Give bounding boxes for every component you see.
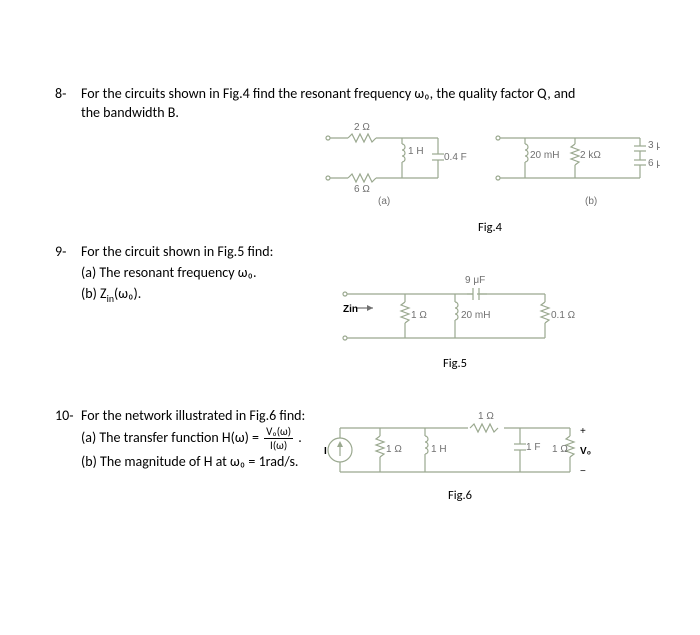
fig6-L: 1 H bbox=[431, 444, 447, 455]
problem-8: 8- For the circuits shown in Fig.4 find … bbox=[55, 85, 645, 123]
circuit-6-svg: I 1 Ω 1 Ω 1 H 1 F 1 Ω bbox=[320, 408, 600, 488]
fig4-caption: Fig.4 bbox=[320, 220, 660, 235]
problem-8-number: 8- bbox=[55, 85, 81, 102]
figure-4: 2 Ω 6 Ω 1 H 0.4 F (a) bbox=[320, 120, 660, 235]
fig4b-C1: 3 μF bbox=[648, 140, 660, 151]
frac-den: I(ω) bbox=[268, 439, 289, 451]
fig6-R2: 1 Ω bbox=[552, 444, 568, 455]
p10-a-post: . bbox=[298, 429, 302, 446]
fig4b-label: (b) bbox=[585, 196, 597, 207]
fig4a-C: 0.4 F bbox=[444, 152, 467, 163]
frac-num: V₀(ω) bbox=[264, 426, 293, 439]
fig6-minus: − bbox=[580, 466, 586, 477]
fig6-Rtop: 1 Ω bbox=[478, 411, 494, 422]
fig5-C: 9 μF bbox=[465, 275, 485, 286]
p9-b-post: (ω₀). bbox=[114, 285, 141, 302]
fig4b-R: 2 kΩ bbox=[580, 150, 601, 161]
p9-b-sub: in bbox=[107, 293, 114, 305]
circuit-5-svg: Zin 9 μF 1 Ω 20 mH 0.1 Ω bbox=[335, 268, 575, 356]
p9-b-pre: (b) Z bbox=[81, 285, 107, 302]
fig5-L: 20 mH bbox=[461, 310, 490, 321]
fig4a-label: (a) bbox=[378, 196, 390, 207]
problem-9-number: 9- bbox=[55, 243, 81, 260]
fig5-caption: Fig.5 bbox=[335, 356, 575, 371]
fig5-zin: Zin bbox=[343, 304, 358, 315]
fig5-R2: 0.1 Ω bbox=[551, 310, 575, 321]
figure-5: Zin 9 μF 1 Ω 20 mH 0.1 Ω Fig.5 bbox=[335, 268, 575, 371]
problem-8-body: For the circuits shown in Fig.4 find the… bbox=[81, 85, 645, 123]
fig6-C: 1 F bbox=[526, 442, 540, 453]
circuit-4-svg: 2 Ω 6 Ω 1 H 0.4 F (a) bbox=[320, 120, 660, 220]
p10-a-pre: (a) The transfer function H(ω) = bbox=[81, 429, 262, 446]
problem-9-line1: For the circuit shown in Fig.5 find: bbox=[81, 243, 645, 262]
problem-10-number: 10- bbox=[55, 407, 81, 424]
fig4a-r-bot: 6 Ω bbox=[354, 184, 370, 195]
fig6-Vo: V₀ bbox=[580, 446, 591, 457]
fig4b-L: 20 mH bbox=[530, 150, 559, 161]
fig4b-C2: 6 μF bbox=[648, 158, 660, 169]
problem-8-line1: For the circuits shown in Fig.4 find the… bbox=[81, 85, 645, 104]
fig4a-L: 1 H bbox=[408, 146, 424, 157]
fraction: V₀(ω) I(ω) bbox=[264, 426, 293, 451]
figure-6: I 1 Ω 1 Ω 1 H 1 F 1 Ω bbox=[320, 408, 600, 503]
fig6-R1: 1 Ω bbox=[386, 444, 402, 455]
fig6-I: I bbox=[324, 446, 327, 457]
fig4a-r-top: 2 Ω bbox=[354, 122, 370, 133]
fig6-caption: Fig.6 bbox=[320, 488, 600, 503]
fig6-plus: + bbox=[580, 426, 586, 437]
fig5-R1: 1 Ω bbox=[411, 310, 427, 321]
